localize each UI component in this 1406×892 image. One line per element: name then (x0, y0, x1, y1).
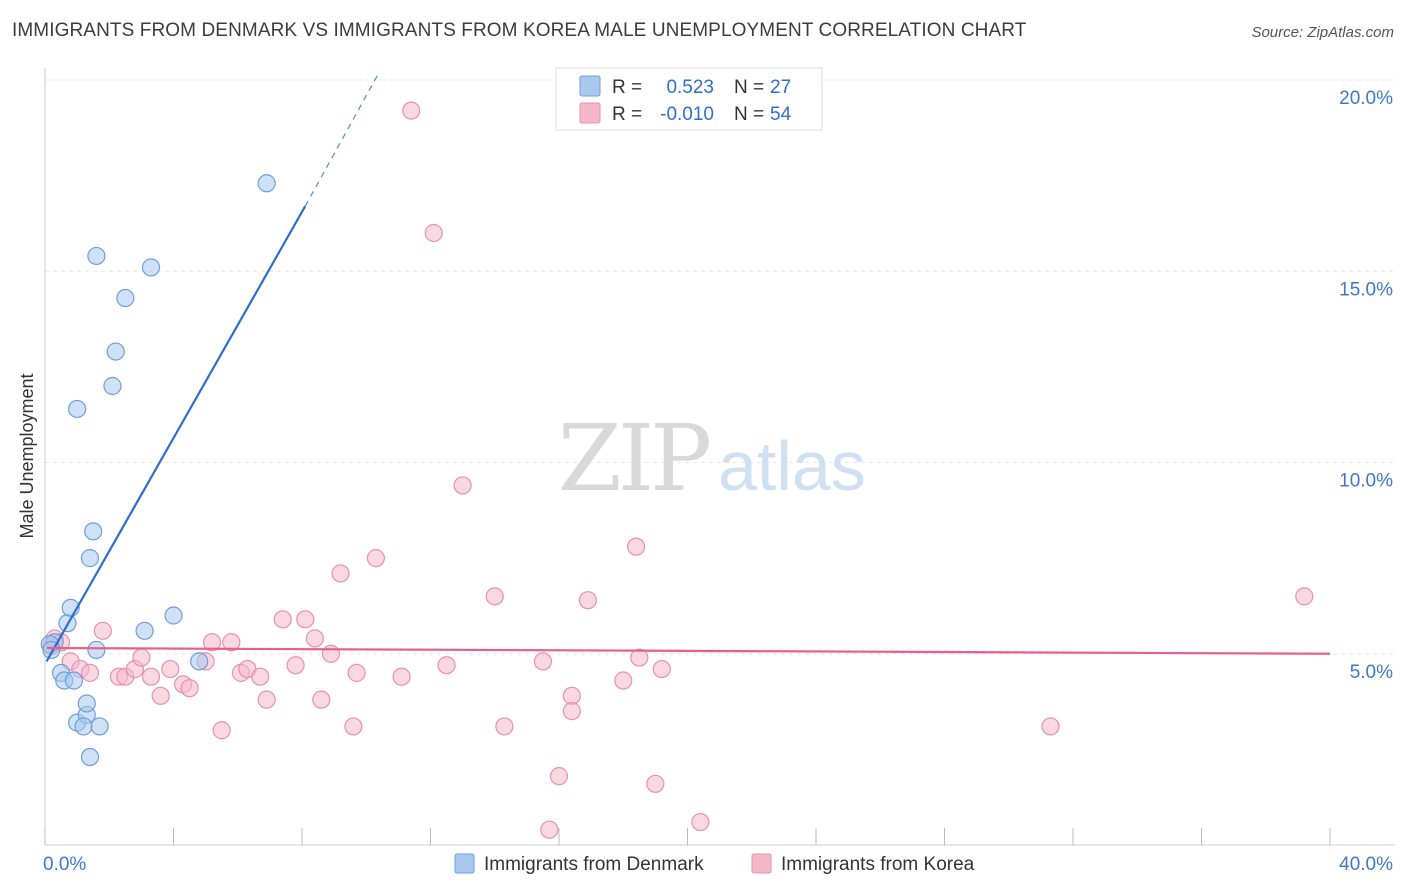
point-korea (180, 679, 199, 698)
point-korea (402, 101, 421, 120)
point-korea (540, 820, 559, 839)
point-korea (321, 644, 341, 663)
source-label: Source: ZipAtlas.com (1251, 24, 1394, 41)
point-denmark (135, 621, 154, 640)
tick-labels: 5.0% 10.0% 15.0% 20.0% 0.0% 40.0% (43, 88, 1393, 875)
chart-title: IMMIGRANTS FROM DENMARK VS IMMIGRANTS FR… (12, 20, 1027, 41)
point-korea (286, 656, 305, 675)
point-korea (331, 564, 350, 583)
point-denmark (84, 522, 103, 541)
point-korea (646, 774, 665, 793)
point-korea (93, 621, 112, 640)
point-korea (424, 223, 443, 243)
point-korea (437, 656, 456, 675)
legend-n-value: 54 (770, 104, 792, 125)
series-legend: Immigrants from Denmark Immigrants from … (454, 853, 975, 875)
y-tick-label: 5.0% (1350, 662, 1393, 683)
y-axis-label: Male Unemployment (17, 373, 37, 538)
watermark-atlas: atlas (718, 427, 866, 505)
point-korea (626, 537, 646, 556)
point-korea (578, 591, 598, 610)
point-denmark (257, 174, 276, 193)
y-tick-label: 20.0% (1339, 88, 1393, 109)
point-korea (453, 476, 472, 495)
point-korea (691, 812, 710, 832)
legend-r-value: -0.010 (660, 104, 714, 125)
point-korea (495, 717, 514, 736)
point-denmark (106, 342, 125, 361)
point-korea (562, 702, 581, 721)
point-korea (344, 717, 363, 736)
point-korea (296, 610, 315, 629)
point-denmark (80, 549, 100, 568)
y-tick-label: 15.0% (1339, 279, 1393, 300)
point-denmark (103, 376, 122, 396)
point-korea (202, 633, 222, 652)
legend-n-label: N = (734, 77, 764, 98)
point-denmark (141, 258, 161, 277)
point-denmark (64, 671, 84, 690)
watermark: ZIP atlas (558, 405, 866, 512)
legend-n-label: N = (734, 104, 764, 125)
trend-line-korea (46, 646, 1331, 655)
point-korea (80, 663, 100, 682)
point-denmark (68, 399, 87, 419)
x-tick-label: 40.0% (1339, 854, 1393, 875)
point-korea (305, 629, 324, 648)
point-korea (251, 667, 270, 686)
point-denmark (87, 246, 106, 266)
legend-swatch-korea (579, 102, 601, 124)
point-korea (614, 671, 633, 690)
point-korea (1295, 587, 1314, 606)
point-denmark (77, 694, 96, 713)
x-tick-label: 0.0% (43, 854, 86, 875)
point-korea (366, 549, 385, 568)
legend-item-denmark-label: Immigrants from Denmark (484, 854, 704, 875)
axes (44, 68, 1395, 846)
point-korea (549, 767, 569, 786)
point-korea (212, 721, 231, 740)
point-korea (312, 690, 331, 709)
point-korea (273, 610, 292, 629)
legend-r-label: R = (612, 77, 642, 98)
legend-r-value: 0.523 (666, 77, 714, 98)
point-korea (151, 686, 170, 705)
gridlines (45, 79, 1395, 655)
correlation-legend: R = 0.523 N = 27 R = -0.010 N = 54 (555, 67, 823, 131)
point-korea (141, 667, 161, 686)
point-denmark (74, 717, 93, 736)
legend-swatch-denmark (579, 75, 601, 97)
point-denmark (90, 717, 109, 736)
legend-r-label: R = (612, 104, 642, 125)
point-korea (257, 690, 276, 709)
point-korea (347, 663, 366, 682)
point-korea (533, 652, 553, 671)
legend-item-korea-swatch (751, 853, 772, 874)
legend-item-korea-label: Immigrants from Korea (781, 854, 975, 875)
trend-line-denmark-extension (304, 72, 380, 207)
y-tick-label: 10.0% (1339, 471, 1393, 492)
point-korea (630, 648, 649, 667)
point-korea (132, 648, 151, 667)
trend-lines (45, 72, 1331, 662)
point-korea (392, 667, 411, 686)
point-korea (485, 587, 504, 606)
point-korea (562, 686, 581, 705)
trend-line-denmark (45, 205, 307, 662)
point-korea (161, 659, 180, 679)
point-denmark (190, 652, 209, 671)
point-korea (222, 633, 241, 652)
watermark-zip: ZIP (558, 405, 709, 512)
legend-n-value: 27 (770, 77, 791, 98)
point-korea (652, 659, 671, 679)
legend-item-denmark-swatch (454, 853, 475, 874)
point-korea (1041, 717, 1060, 736)
point-denmark (116, 288, 135, 308)
point-denmark (80, 747, 100, 767)
point-denmark (87, 640, 106, 660)
point-denmark (164, 606, 183, 625)
